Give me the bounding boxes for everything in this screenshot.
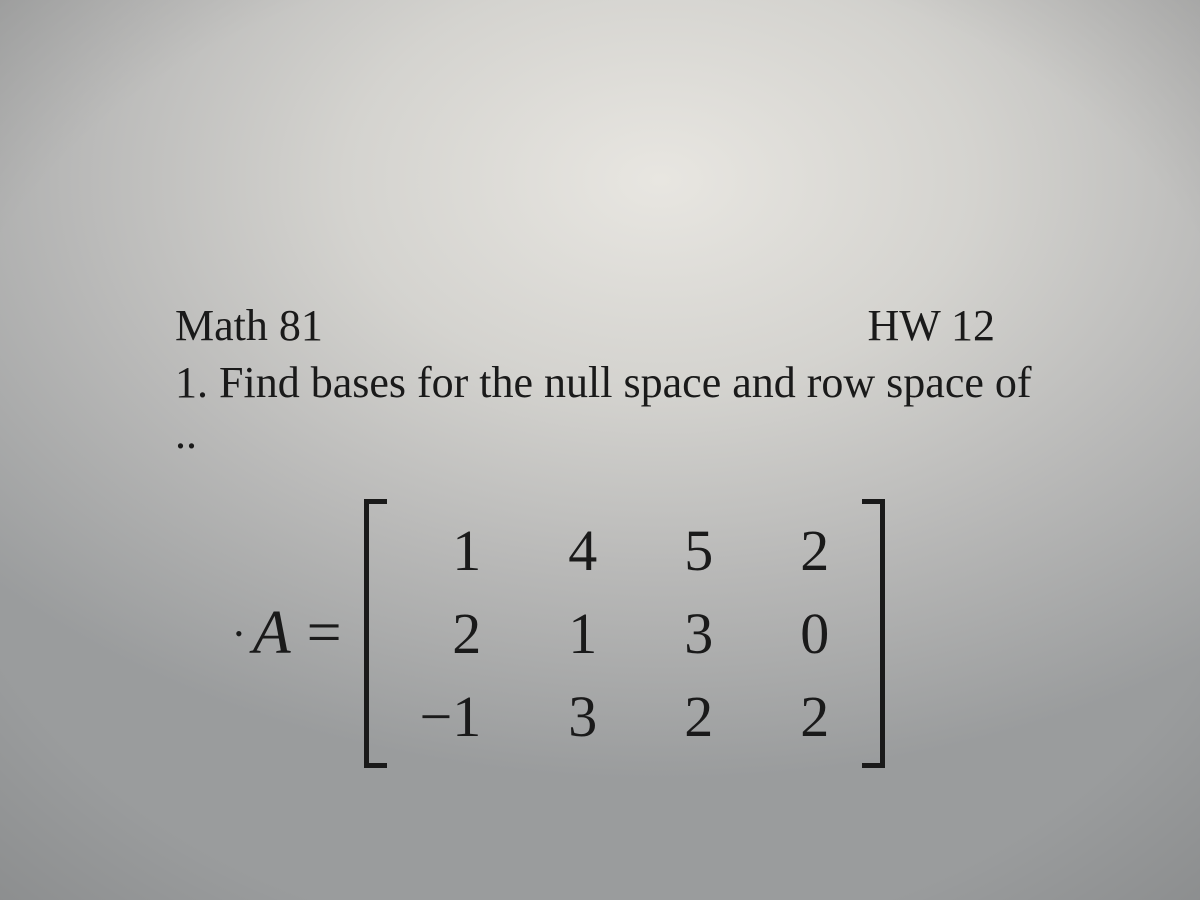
header-row: Math 81 HW 12 (175, 300, 1035, 351)
table-row: 1 4 5 2 (392, 509, 858, 592)
matrix-cell: 2 (741, 675, 857, 758)
matrix-cell: 2 (392, 592, 510, 675)
bullet-icon: • (235, 621, 243, 647)
matrix-cell: −1 (392, 675, 510, 758)
matrix-cell: 5 (625, 509, 741, 592)
left-bracket-icon (364, 499, 387, 768)
matrix-cell: 4 (509, 509, 625, 592)
course-label: Math 81 (175, 300, 323, 351)
problem-prompt: 1. Find bases for the null space and row… (175, 357, 1035, 459)
matrix-cell: 2 (625, 675, 741, 758)
matrix-cell: 3 (509, 675, 625, 758)
homework-label: HW 12 (867, 300, 995, 351)
equals-sign: = (307, 598, 342, 669)
matrix-variable: A (253, 598, 291, 669)
table-row: 2 1 3 0 (392, 592, 858, 675)
matrix-table: 1 4 5 2 2 1 3 0 −1 3 2 2 (392, 509, 858, 758)
matrix-equation: • A = 1 4 5 2 2 1 3 0 −1 3 (175, 499, 1035, 768)
matrix-cell: 3 (625, 592, 741, 675)
matrix-cell: 1 (509, 592, 625, 675)
table-row: −1 3 2 2 (392, 675, 858, 758)
problem-number: 1. (175, 358, 208, 407)
right-bracket-icon (862, 499, 885, 768)
matrix-brackets: 1 4 5 2 2 1 3 0 −1 3 2 2 (364, 499, 886, 768)
matrix-cell: 2 (741, 509, 857, 592)
matrix-cell: 0 (741, 592, 857, 675)
matrix-cell: 1 (392, 509, 510, 592)
document-content: Math 81 HW 12 1. Find bases for the null… (175, 300, 1035, 768)
problem-text: Find bases for the null space and row sp… (175, 358, 1032, 458)
